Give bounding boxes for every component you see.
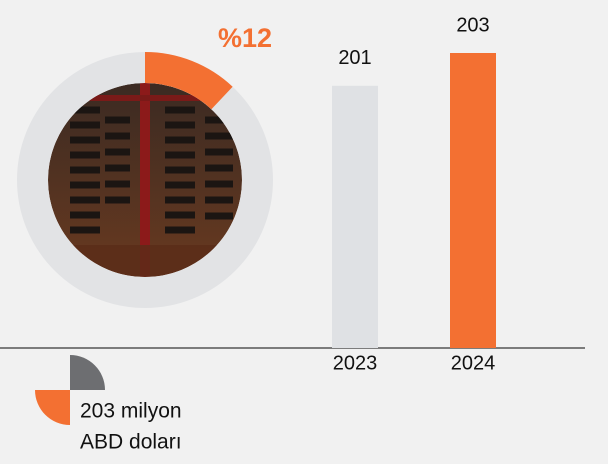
bar [332, 85, 378, 349]
bar [450, 53, 496, 348]
legend-text: ABD doları [80, 431, 182, 454]
donut-label: %12 [218, 23, 272, 53]
legend: 203 milyon ABD doları [35, 355, 182, 454]
bar-value-label: 201 [338, 47, 371, 69]
x-tick-label: 2024 [451, 352, 496, 374]
x-tick-label: 2023 [333, 352, 378, 374]
legend-icon-orange [35, 390, 70, 425]
bar-value-label: 203 [456, 14, 489, 36]
legend-text: 203 milyon [80, 400, 182, 423]
photo [48, 83, 242, 277]
legend-icon-gray [70, 355, 105, 390]
donut-segment [145, 52, 233, 110]
